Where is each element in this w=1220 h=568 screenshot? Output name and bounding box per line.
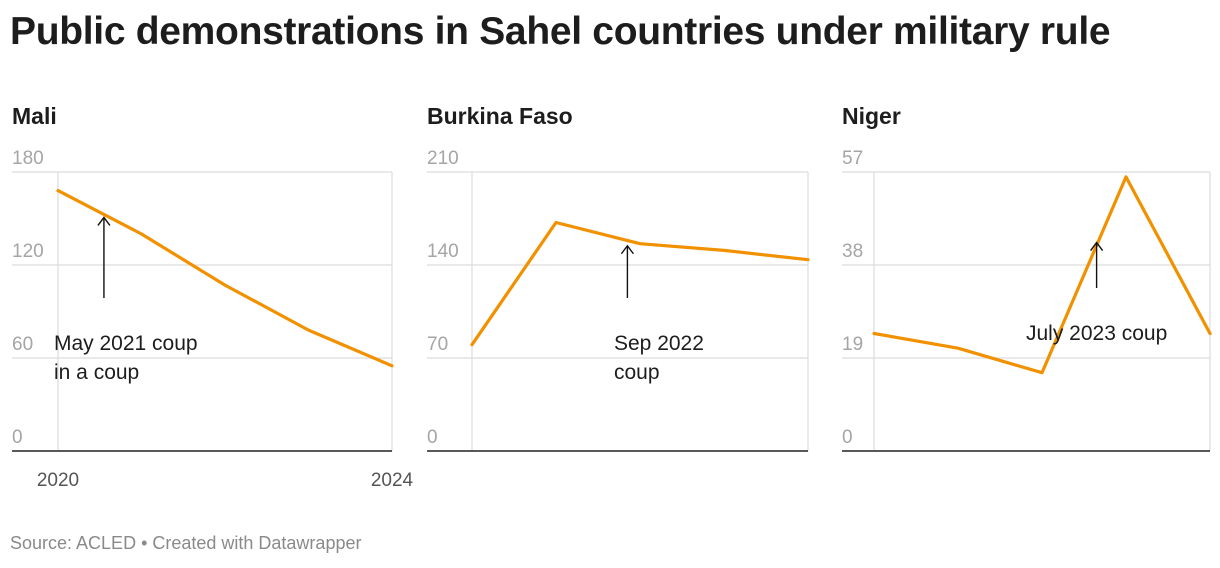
annotation-arrowhead-niger [1090, 241, 1104, 251]
panel-title-burkina-faso: Burkina Faso [427, 103, 573, 129]
annotation-arrowhead-burkina-faso [620, 244, 634, 255]
annotation-text-burkina-faso: Sep 2022 [614, 332, 704, 355]
y-tick-label-mali: 120 [12, 241, 44, 262]
y-tick-label-burkina-faso: 210 [427, 148, 459, 169]
x-tick-label-mali: 2020 [37, 470, 79, 491]
y-tick-label-burkina-faso: 70 [427, 334, 448, 355]
x-tick-label-mali: 2024 [371, 470, 414, 491]
y-tick-label-mali: 0 [12, 427, 23, 448]
annotation-arrowhead-mali [97, 216, 111, 226]
panel-title-niger: Niger [842, 103, 901, 129]
y-tick-label-burkina-faso: 140 [427, 241, 459, 262]
chart-title: Public demonstrations in Sahel countries… [10, 10, 1111, 53]
annotation-text-burkina-faso: coup [614, 361, 660, 384]
y-tick-label-niger: 38 [842, 241, 863, 262]
annotation-text-mali: in a coup [54, 361, 139, 384]
y-tick-label-burkina-faso: 0 [427, 427, 438, 448]
panel-title-mali: Mali [12, 103, 57, 129]
y-tick-label-mali: 60 [12, 334, 33, 355]
y-tick-label-niger: 57 [842, 148, 863, 169]
y-tick-label-mali: 180 [12, 148, 44, 169]
annotation-text-mali: May 2021 coup [54, 332, 198, 355]
annotation-text-niger: July 2023 coup [1026, 322, 1167, 345]
y-tick-label-niger: 19 [842, 334, 863, 355]
source-note: Source: ACLED • Created with Datawrapper [10, 533, 362, 553]
y-tick-label-niger: 0 [842, 427, 853, 448]
series-line-burkina-faso [470, 220, 810, 347]
series-line-niger [872, 175, 1212, 375]
series-line-mali [56, 189, 394, 368]
